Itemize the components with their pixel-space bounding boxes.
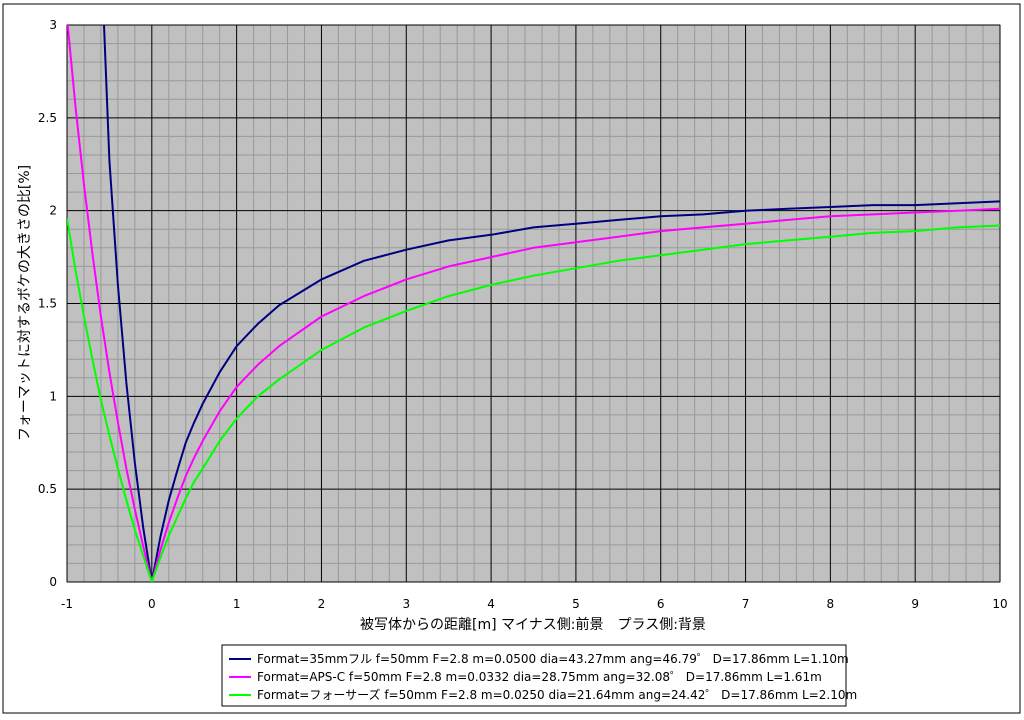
major-grid	[66, 24, 1001, 583]
x-tick-label: 2	[318, 597, 326, 611]
legend-entry-aps-c: Format=APS-C f=50mm F=2.8 m=0.0332 dia=2…	[257, 670, 822, 684]
x-tick-label: 8	[827, 597, 835, 611]
x-tick-label: 1	[233, 597, 241, 611]
x-tick-label: 0	[148, 597, 156, 611]
y-axis-title: フォーマットに対するボケの大きさの比[%]	[17, 165, 33, 441]
x-tick-label: 3	[402, 597, 410, 611]
y-tick-label: 2.5	[38, 111, 57, 125]
x-tick-label: 6	[657, 597, 665, 611]
x-tick-label: 10	[992, 597, 1007, 611]
y-axis-ticks: 0 0.5 1 1.5 2 2.5 3	[38, 18, 57, 589]
y-tick-label: 1	[49, 389, 57, 403]
x-axis-ticks: -1 0 1 2 3 4 5 6 7 8 9 10	[61, 597, 1008, 611]
y-tick-label: 3	[49, 18, 57, 32]
y-tick-label: 1.5	[38, 297, 57, 311]
legend-entry-four-thirds: Format=フォーサーズ f=50mm F=2.8 m=0.0250 dia=…	[257, 687, 857, 702]
x-tick-label: 5	[572, 597, 580, 611]
x-tick-label: 7	[742, 597, 750, 611]
y-tick-label: 0	[49, 575, 57, 589]
y-tick-label: 2	[49, 204, 57, 218]
x-tick-label: 4	[487, 597, 495, 611]
x-axis-title: 被写体からの距離[m] マイナス側:前景 プラス側:背景	[360, 616, 706, 633]
series-line-35mm	[103, 25, 1000, 582]
y-tick-label: 0.5	[38, 482, 57, 496]
x-tick-label: 9	[911, 597, 919, 611]
series-line-aps-c	[67, 25, 1000, 582]
legend-entry-35mm: Format=35mmフル f=50mm F=2.8 m=0.0500 dia=…	[257, 652, 849, 666]
series-layer	[67, 25, 1000, 582]
x-tick-label: -1	[61, 597, 73, 611]
legend-box	[221, 644, 847, 707]
series-line-four-thirds	[67, 217, 1000, 582]
legend: Format=35mmフル f=50mm F=2.8 m=0.0500 dia=…	[221, 644, 857, 707]
